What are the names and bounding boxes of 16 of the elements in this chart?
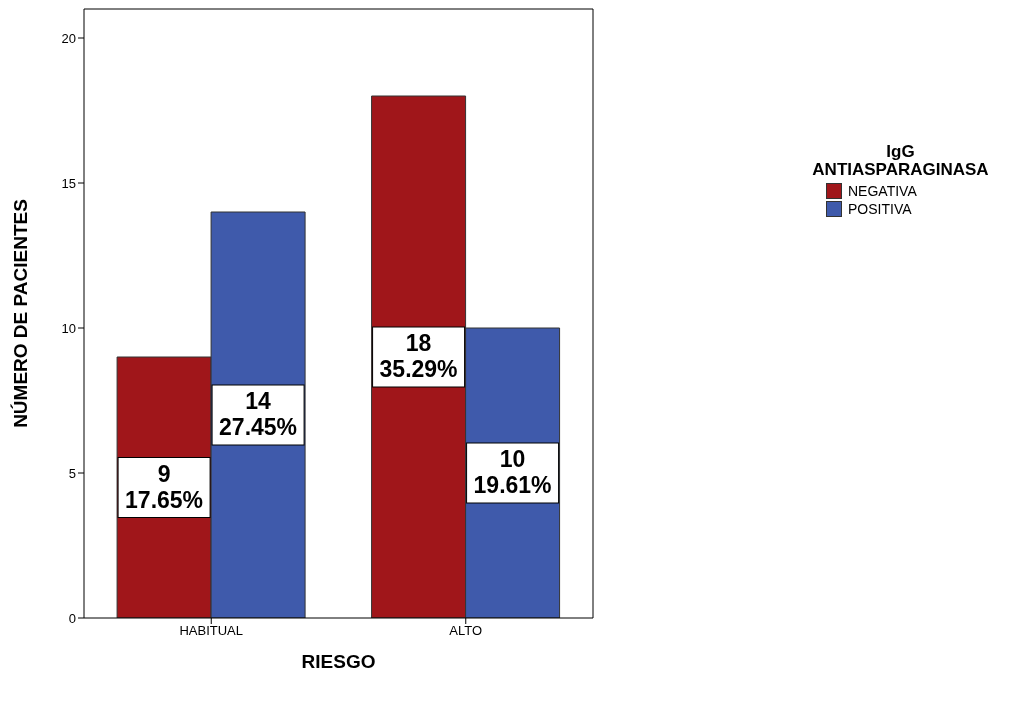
y-tick-label: 0 — [68, 610, 76, 626]
y-tick-label: 5 — [68, 465, 76, 481]
y-tick-label: 10 — [61, 320, 76, 336]
data-label: 10 19.61% — [473, 446, 552, 498]
x-axis-title: RIESGO — [301, 651, 376, 672]
x-tick-label: ALTO — [449, 623, 483, 639]
y-tick-label: 15 — [61, 175, 76, 191]
legend-label: POSITIVA — [847, 201, 913, 217]
legend-label: NEGATIVA — [847, 183, 918, 199]
x-tick-label: HABITUAL — [179, 623, 244, 639]
data-label: 9 17.65% — [125, 460, 204, 513]
y-axis-title: NÚMERO DE PACIENTES — [9, 199, 31, 428]
y-tick-label: 20 — [61, 30, 76, 46]
data-label: 18 35.29% — [379, 330, 458, 382]
data-label: 14 27.45% — [219, 388, 298, 440]
legend-title: IgG ANTIASPARAGINASA — [811, 142, 990, 179]
